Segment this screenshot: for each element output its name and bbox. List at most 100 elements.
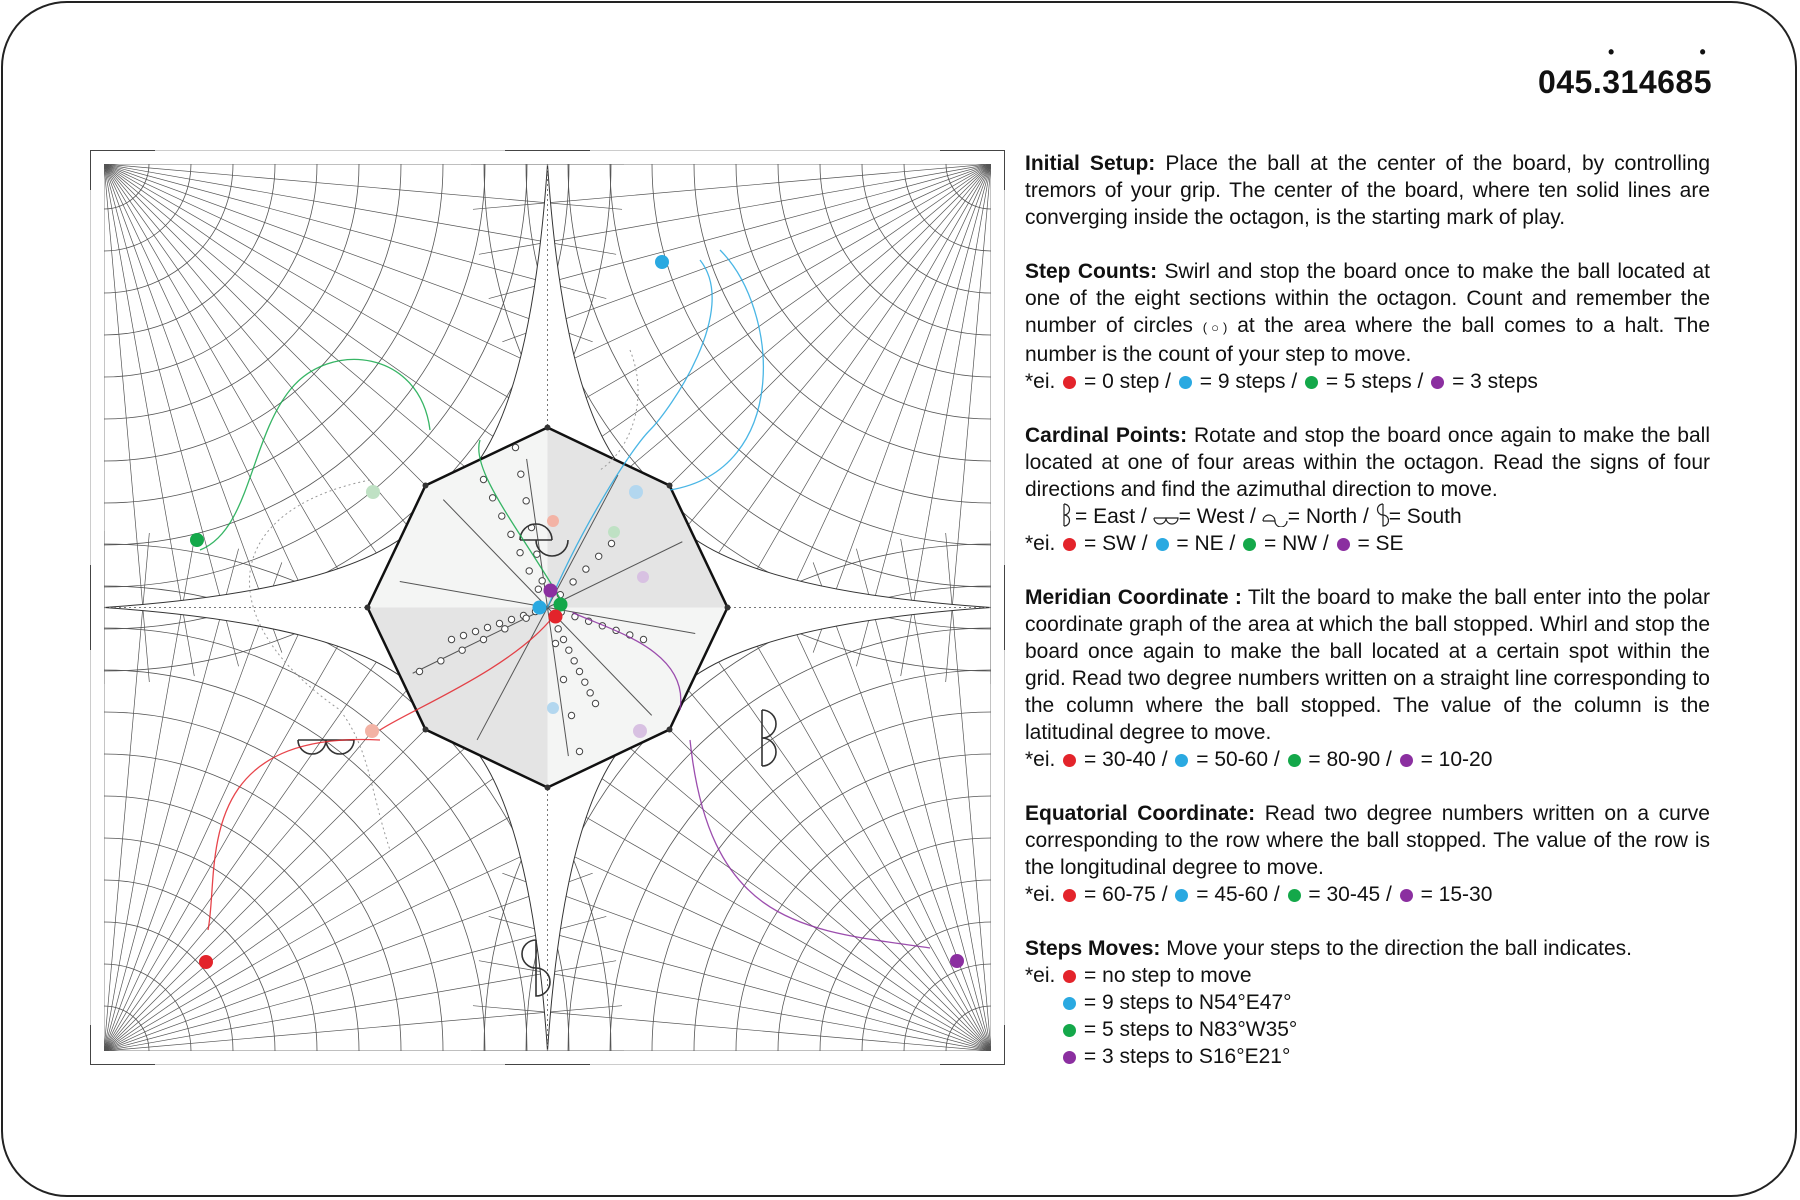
step-circle (483, 623, 492, 632)
arc-line (861, 921, 991, 1051)
convergence-line (399, 580, 548, 608)
radial-line (104, 562, 283, 1051)
setup-title: Initial Setup: (1025, 152, 1156, 175)
corner-mark (940, 150, 1005, 190)
step-circle (517, 470, 525, 478)
steps-title: Step Counts: (1025, 260, 1158, 283)
cardinal-example: *ei. = SW / = NE / = NW / = SE (1025, 532, 1404, 555)
arc-line (777, 837, 991, 1051)
radial-line (104, 790, 555, 1051)
arc-line (104, 164, 402, 462)
step-circle (471, 627, 480, 636)
step-circle (607, 539, 616, 548)
section-cardinal-points: Cardinal Points: Rotate and stop the boa… (1025, 424, 1710, 555)
north-sign-icon (1262, 514, 1288, 527)
dotted-guide (599, 349, 639, 471)
radial-line (770, 579, 991, 1051)
step-circle (458, 646, 466, 654)
ball-path-line (572, 611, 682, 711)
dotted-guide (249, 479, 391, 851)
radial-line (770, 164, 991, 636)
quadrant-ne (547, 427, 728, 608)
moves-example-red: *ei. = no step to move (1025, 964, 1252, 987)
step-circle (522, 614, 530, 622)
radial-line (104, 164, 325, 636)
arc-line (104, 879, 276, 1051)
corner-mark (90, 1025, 155, 1065)
ball-path-line (546, 259, 713, 608)
balls (190, 255, 964, 969)
arc-line (104, 164, 360, 420)
cardinal-legend: = East / = West / = North / = South (1025, 503, 1710, 530)
arc-line (104, 669, 486, 1051)
blue-ball-icon (1178, 376, 1192, 389)
setup-text: Place the ball at the center of the boar… (1025, 152, 1710, 229)
green-ball-ghost (366, 485, 380, 499)
arc-line (104, 753, 402, 1051)
arc-line (777, 164, 991, 378)
vertex-dot (724, 604, 731, 611)
step-circle (591, 699, 600, 708)
blue-ball-ghost (547, 702, 559, 714)
red-ball-icon (1063, 754, 1077, 767)
radial-line (540, 164, 991, 425)
moves-example-green: = 5 steps to N83°W35° (1025, 1016, 1710, 1043)
step-circle (534, 585, 543, 593)
step-circle (569, 578, 577, 586)
purple-ball-ghost (637, 571, 649, 583)
green-ball-end (190, 533, 204, 547)
moves-example-purple: = 3 steps to S16°E21° (1025, 1043, 1710, 1070)
instructions-panel: Initial Setup: Place the ball at the cen… (1025, 150, 1710, 1097)
radial-line (104, 830, 576, 1051)
purple-ball-icon (1399, 889, 1413, 902)
east-sign-icon (761, 709, 777, 767)
ball-path-line (207, 738, 381, 931)
radial-line (104, 600, 365, 1051)
game-board[interactable] (90, 150, 1005, 1065)
direction-signs (297, 523, 777, 997)
green-ball-icon (1305, 376, 1319, 389)
arc-line (819, 879, 991, 1051)
step-circle (575, 667, 584, 676)
purple-ball (543, 583, 558, 598)
arc-line (903, 164, 991, 252)
green-ball-icon (1063, 1024, 1076, 1037)
red-ball-icon (1063, 970, 1077, 983)
radial-line (104, 164, 555, 425)
arc-line (104, 164, 192, 252)
convergence-line (547, 607, 696, 635)
blue-ball (532, 600, 547, 615)
radial-line (502, 872, 991, 1051)
step-circle (586, 689, 594, 697)
radial-line (812, 562, 991, 1051)
step-circle (479, 475, 488, 484)
west-sign-icon (297, 739, 355, 755)
radial-line (104, 164, 365, 615)
green-ball-icon (1287, 754, 1301, 767)
red-ball (548, 609, 563, 624)
vertex-dot (422, 482, 429, 489)
radial-line (104, 164, 593, 343)
step-circle (459, 631, 468, 640)
arc-line (104, 164, 318, 378)
green-ball-icon (1287, 889, 1301, 902)
step-circle (437, 657, 445, 665)
blue-ball-ghost (629, 485, 643, 499)
radial-line (502, 164, 991, 343)
step-circle (551, 639, 560, 648)
step-circle (565, 646, 573, 654)
section-steps-moves: Steps Moves: Move your steps to the dire… (1025, 935, 1710, 1070)
arc-line (651, 711, 991, 1051)
step-circle (516, 548, 524, 557)
south-sign-icon (521, 939, 551, 997)
equatorial-title: Equatorial Coordinate: (1025, 802, 1256, 825)
vertex-dot (364, 604, 371, 611)
red-ball-ghost (365, 724, 379, 738)
radial-line (730, 164, 991, 615)
blue-ball-icon (1175, 754, 1189, 767)
radial-line (104, 579, 325, 1051)
ball-path-line (689, 739, 931, 949)
arc-line (609, 164, 991, 546)
west-sign-icon (1153, 517, 1179, 525)
radial-line (104, 164, 576, 385)
